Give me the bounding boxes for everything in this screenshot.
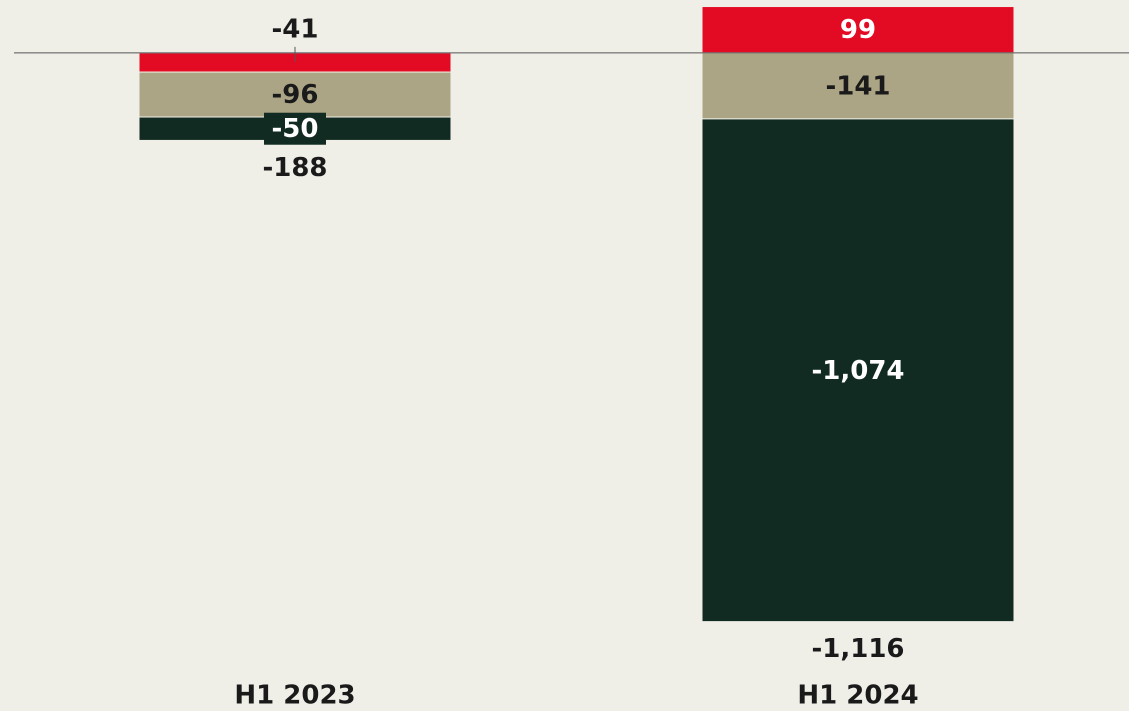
x-tick-label: H1 2023 — [234, 681, 355, 711]
value-label: -41 — [272, 14, 319, 44]
total-label: -1,116 — [811, 634, 904, 664]
value-label: -96 — [272, 80, 319, 110]
x-tick-label: H1 2024 — [797, 681, 918, 711]
value-label: -1,074 — [811, 356, 904, 386]
total-label: -188 — [262, 153, 327, 183]
value-label: 99 — [840, 15, 876, 45]
bar-segment — [138, 71, 452, 118]
value-label: -50 — [272, 114, 319, 144]
label-background — [264, 112, 326, 145]
value-label: -141 — [825, 71, 890, 101]
bar-segment — [701, 118, 1015, 623]
bar-segment — [701, 52, 1015, 120]
bar-segment — [701, 6, 1015, 54]
